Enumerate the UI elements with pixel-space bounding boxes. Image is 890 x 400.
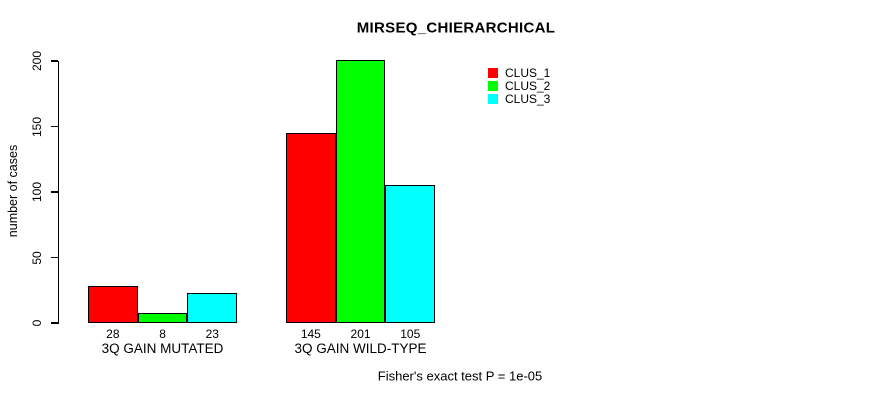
- y-axis-tick-label: 50: [30, 250, 44, 265]
- category-label: 3Q GAIN WILD-TYPE: [294, 341, 427, 356]
- y-axis-tick-label: 0: [30, 319, 44, 327]
- legend-swatch-clus_1: [488, 67, 498, 78]
- bar-value-label: 201: [350, 327, 371, 341]
- legend-item-clus_2: CLUS_2: [488, 78, 551, 93]
- bar-value-label: 28: [106, 327, 120, 341]
- legend-label: CLUS_1: [505, 65, 551, 80]
- y-axis-tick: [51, 60, 58, 62]
- legend-item-clus_3: CLUS_3: [488, 91, 551, 106]
- y-axis-label: number of cases: [6, 144, 20, 238]
- chart-title: MIRSEQ_CHIERARCHICAL: [356, 19, 556, 37]
- y-axis-tick: [51, 256, 58, 259]
- bar-clus_2-2: [335, 59, 386, 323]
- bar-clus_3-2: [385, 185, 436, 323]
- legend-label: CLUS_3: [505, 91, 551, 106]
- bar-clus_1-1: [88, 286, 138, 323]
- y-axis-tick: [51, 191, 58, 193]
- legend-item-clus_1: CLUS_1: [488, 65, 551, 80]
- bar-clus_2-1: [137, 312, 188, 323]
- y-axis-line: [58, 61, 60, 324]
- y-axis-tick: [51, 125, 58, 128]
- bar-value-label: 23: [205, 327, 219, 341]
- y-axis-tick-label: 100: [30, 181, 44, 203]
- bar-value-label: 105: [400, 327, 421, 341]
- legend-swatch-clus_3: [488, 93, 498, 104]
- bar-clus_1-2: [286, 133, 336, 323]
- annotation-text: Fisher's exact test P = 1e-05: [377, 368, 543, 384]
- y-axis-tick: [51, 322, 58, 324]
- bar-value-label: 8: [159, 327, 166, 341]
- bar-clus_3-1: [187, 292, 238, 323]
- bar-value-label: 145: [300, 327, 321, 341]
- legend: CLUS_1 CLUS_2 CLUS_3: [488, 65, 551, 106]
- category-label: 3Q GAIN MUTATED: [101, 341, 224, 356]
- y-axis-tick-label: 150: [30, 116, 44, 137]
- y-axis-tick-label: 200: [30, 50, 44, 72]
- legend-label: CLUS_2: [505, 78, 551, 93]
- legend-swatch-clus_2: [488, 80, 498, 91]
